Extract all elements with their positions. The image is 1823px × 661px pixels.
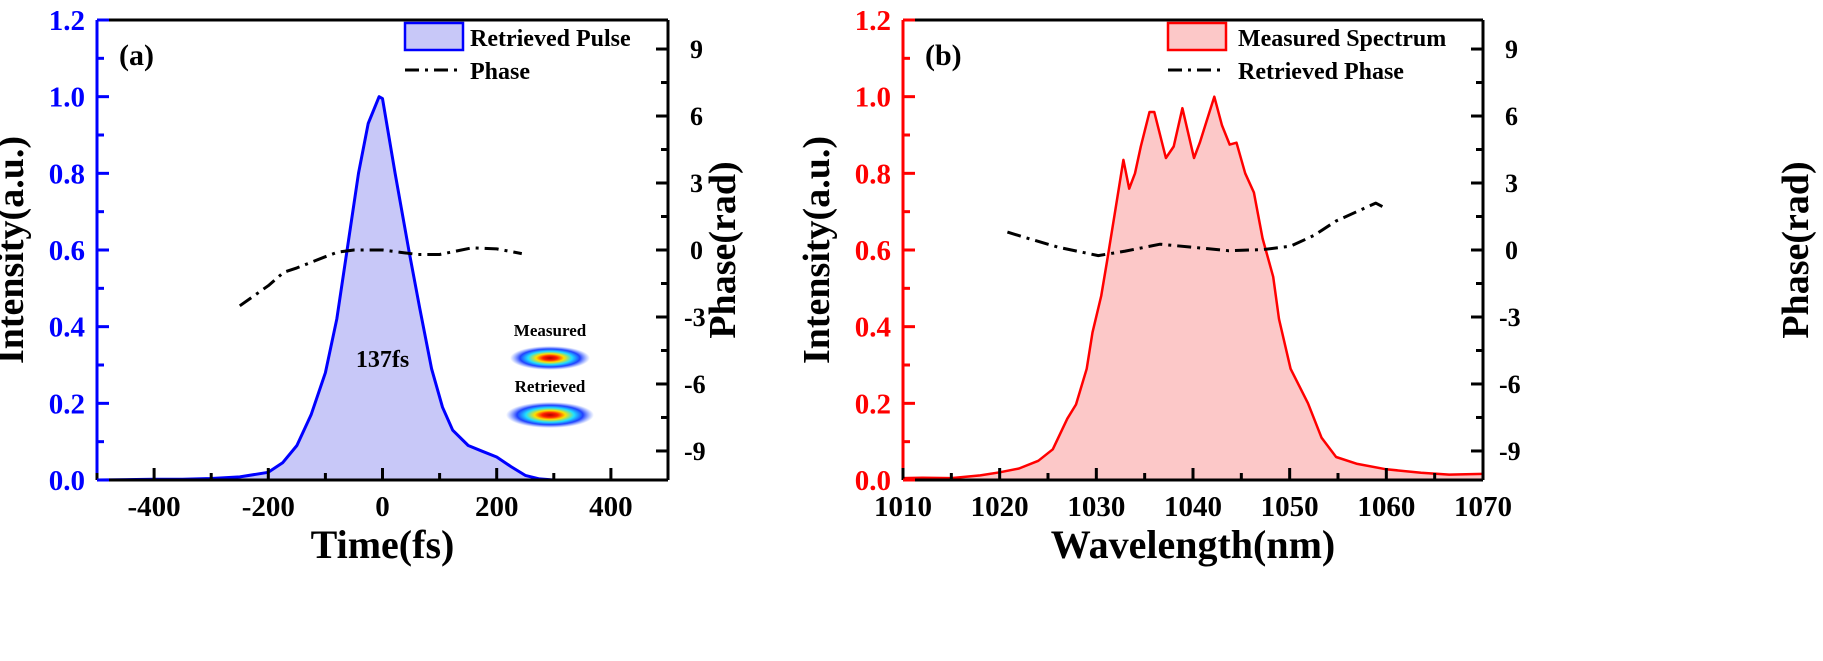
y-tick-label: 1.2	[855, 5, 891, 37]
y-tick-label: 0.0	[49, 465, 85, 497]
x-tick-label: 0	[375, 491, 390, 523]
legend-label: Retrieved Pulse	[470, 26, 631, 52]
panel-label: (b)	[925, 39, 962, 72]
inset-label-retrieved: Retrieved	[515, 377, 586, 396]
y2-tick-label: 9	[690, 35, 703, 64]
series-line-1	[238, 246, 523, 308]
x-tick-label: -400	[128, 491, 181, 523]
series-area-0	[97, 96, 668, 480]
x-tick-label: 1020	[971, 491, 1029, 523]
y2-tick-label: 6	[1505, 102, 1518, 131]
measured-frog-trace-image	[510, 346, 590, 370]
x-tick-label: 1050	[1261, 491, 1319, 523]
y-tick-label: 1.0	[855, 82, 891, 114]
series-area-0	[903, 96, 1483, 480]
panel-a-pulse: -400 -200 0 200 400 0.0 0.2 0.4 0.6 0.8 1.0 1.2 -9 -6…	[0, 5, 744, 567]
x-axis-title: Time(fs)	[311, 522, 455, 567]
y2-tick-label: -9	[1499, 437, 1521, 466]
panel-label: (a)	[119, 39, 154, 72]
legend-label: Retrieved Phase	[1238, 59, 1404, 85]
y2-tick-label: 0	[1505, 236, 1518, 265]
fwhm-annotation: 137fs	[356, 347, 409, 373]
x-tick-label: 1010	[874, 491, 932, 523]
y2-tick-label: -9	[684, 437, 706, 466]
x-tick-label: 400	[589, 491, 633, 523]
y2-tick-label: -6	[684, 370, 706, 399]
y-tick-label: 0.4	[49, 312, 85, 344]
x-tick-label: 1030	[1067, 491, 1125, 523]
y2-axis-title: Phase(rad)	[1775, 161, 1817, 338]
y-tick-label: 0.2	[855, 388, 891, 420]
y-tick-label: 0.6	[49, 235, 85, 267]
series-line-0	[902, 95, 1484, 480]
y2-tick-label: 3	[690, 169, 703, 198]
x-tick-label: 1060	[1357, 491, 1415, 523]
y2-tick-label: 9	[1505, 35, 1518, 64]
legend-swatch-area	[403, 21, 465, 52]
series-line-1	[1006, 201, 1386, 258]
y-tick-label: 0.4	[855, 312, 891, 344]
x-tick-label: -200	[242, 491, 295, 523]
y-tick-label: 0.0	[855, 465, 891, 497]
y-axis-title: Intensity(a.u.)	[0, 136, 32, 364]
y-axis-title: Intensity(a.u.)	[796, 136, 838, 364]
panel-b-spectrum: 1010 1020 1030 1040 1050 1060 1070 0.0 0.2 0.4 0.6…	[796, 5, 1817, 567]
y-tick-label: 1.2	[49, 5, 85, 37]
x-tick-label: 1070	[1454, 491, 1512, 523]
y2-tick-label: -3	[684, 303, 706, 332]
y2-tick-label: 0	[690, 236, 703, 265]
y2-tick-label: 3	[1505, 169, 1518, 198]
x-tick-label: 1040	[1164, 491, 1222, 523]
y2-tick-label: -3	[1499, 303, 1521, 332]
retrieved-frog-trace-image	[506, 402, 594, 428]
y-tick-label: 0.8	[855, 158, 891, 190]
y-tick-label: 0.8	[49, 158, 85, 190]
y-tick-label: 0.2	[49, 388, 85, 420]
legend-label: Measured Spectrum	[1238, 26, 1446, 52]
y2-tick-label: 6	[690, 102, 703, 131]
y2-tick-label: -6	[1499, 370, 1521, 399]
y2-axis-title: Phase(rad)	[702, 161, 744, 338]
x-tick-label: 200	[475, 491, 519, 523]
legend-label: Phase	[470, 59, 530, 85]
x-axis-title: Wavelength(nm)	[1051, 522, 1335, 567]
legend-swatch-area	[1166, 21, 1228, 52]
y-tick-label: 1.0	[49, 82, 85, 114]
y-tick-label: 0.6	[855, 235, 891, 267]
inset-label-measured: Measured	[514, 321, 587, 340]
